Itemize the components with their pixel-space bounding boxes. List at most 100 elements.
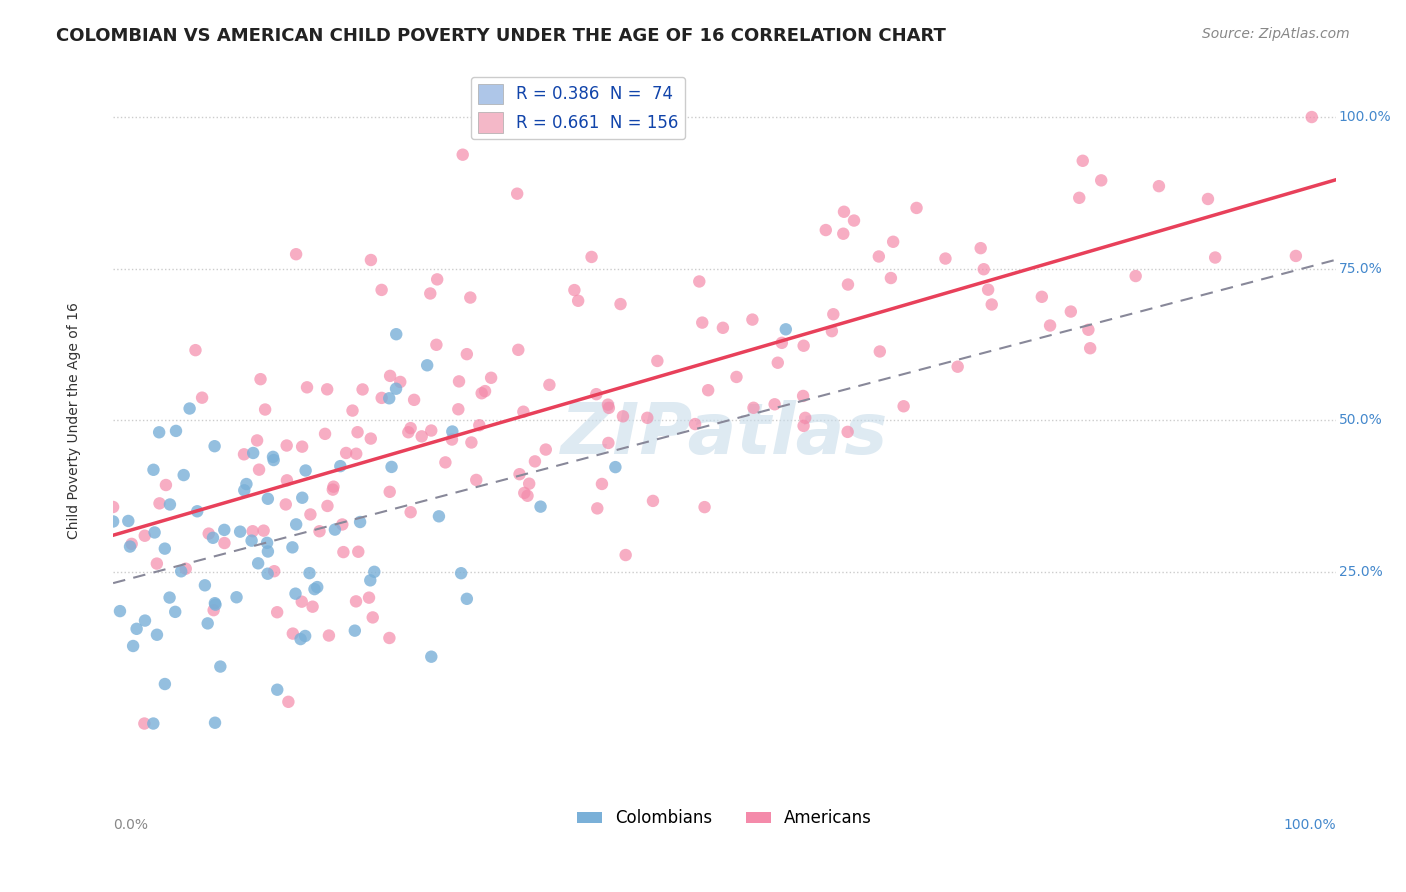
Point	[101, 500, 124, 514]
Point	[837, 277, 859, 292]
Point	[304, 582, 326, 596]
Point	[346, 425, 368, 440]
Point	[534, 442, 557, 457]
Point	[614, 548, 637, 562]
Point	[284, 587, 307, 601]
Point	[1077, 323, 1099, 337]
Point	[344, 594, 367, 608]
Point	[420, 424, 443, 438]
Point	[451, 147, 474, 161]
Point	[450, 566, 472, 581]
Point	[456, 591, 478, 606]
Point	[456, 347, 478, 361]
Point	[159, 498, 181, 512]
Point	[256, 566, 278, 581]
Point	[513, 486, 536, 500]
Point	[427, 509, 450, 524]
Point	[225, 591, 247, 605]
Point	[380, 459, 402, 474]
Point	[980, 297, 1002, 311]
Point	[249, 372, 271, 386]
Point	[159, 591, 181, 605]
Point	[214, 523, 236, 537]
Point	[118, 540, 141, 554]
Point	[465, 473, 488, 487]
Text: 50.0%: 50.0%	[1339, 413, 1382, 427]
Point	[204, 715, 226, 730]
Text: ZIPatlas: ZIPatlas	[561, 400, 889, 469]
Point	[134, 529, 156, 543]
Point	[426, 272, 449, 286]
Point	[301, 599, 323, 614]
Point	[869, 344, 891, 359]
Point	[529, 500, 551, 514]
Point	[335, 446, 357, 460]
Point	[385, 382, 408, 396]
Point	[316, 382, 339, 396]
Point	[814, 223, 837, 237]
Point	[291, 491, 314, 505]
Point	[318, 628, 340, 642]
Point	[1125, 268, 1147, 283]
Point	[134, 614, 156, 628]
Point	[440, 433, 463, 447]
Point	[1069, 191, 1091, 205]
Point	[794, 410, 817, 425]
Text: 100.0%: 100.0%	[1339, 110, 1392, 124]
Point	[404, 392, 426, 407]
Point	[389, 375, 412, 389]
Point	[332, 545, 354, 559]
Point	[256, 536, 278, 550]
Point	[425, 338, 447, 352]
Point	[396, 425, 419, 440]
Point	[766, 356, 789, 370]
Point	[197, 616, 219, 631]
Point	[307, 580, 329, 594]
Point	[117, 514, 139, 528]
Point	[688, 275, 710, 289]
Point	[247, 463, 270, 477]
Point	[517, 476, 540, 491]
Point	[512, 405, 534, 419]
Point	[290, 632, 312, 646]
Point	[434, 455, 457, 469]
Point	[142, 716, 165, 731]
Point	[121, 537, 143, 551]
Point	[295, 380, 318, 394]
Point	[247, 557, 270, 571]
Point	[246, 434, 269, 448]
Text: 100.0%: 100.0%	[1284, 818, 1336, 831]
Point	[609, 297, 631, 311]
Point	[837, 425, 859, 439]
Point	[153, 677, 176, 691]
Text: 0.0%: 0.0%	[112, 818, 148, 831]
Point	[1039, 318, 1062, 333]
Point	[378, 484, 401, 499]
Point	[447, 375, 470, 389]
Point	[581, 250, 603, 264]
Point	[1090, 173, 1112, 187]
Point	[322, 480, 344, 494]
Point	[420, 649, 443, 664]
Point	[832, 227, 855, 241]
Point	[146, 557, 169, 571]
Point	[342, 403, 364, 417]
Point	[567, 293, 589, 308]
Point	[447, 402, 470, 417]
Point	[197, 526, 219, 541]
Point	[191, 391, 214, 405]
Point	[1197, 192, 1219, 206]
Point	[277, 695, 299, 709]
Point	[101, 515, 124, 529]
Point	[170, 564, 193, 578]
Point	[125, 622, 148, 636]
Point	[370, 391, 392, 405]
Point	[314, 426, 336, 441]
Point	[143, 525, 166, 540]
Point	[291, 440, 314, 454]
Point	[233, 447, 256, 461]
Point	[591, 477, 613, 491]
Point	[605, 460, 627, 475]
Point	[254, 402, 277, 417]
Point	[775, 322, 797, 336]
